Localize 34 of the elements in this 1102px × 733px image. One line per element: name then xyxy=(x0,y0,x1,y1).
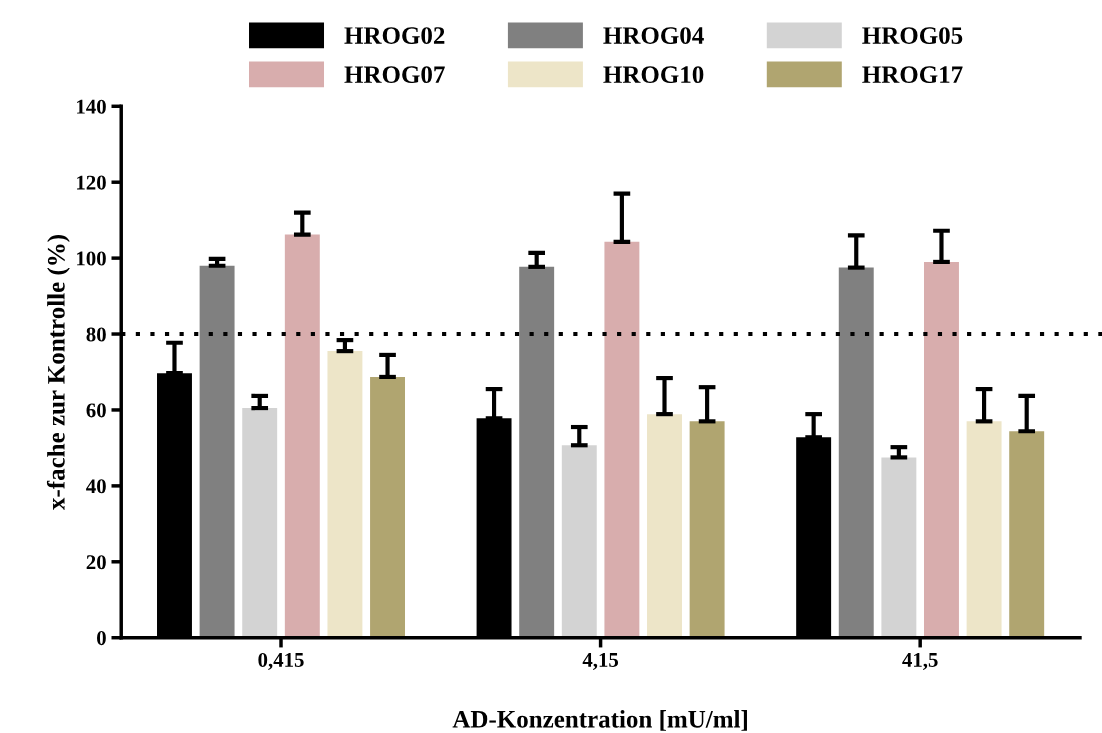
x-tick-label: 4,15 xyxy=(582,653,619,670)
bar xyxy=(924,261,959,638)
bar xyxy=(838,267,874,638)
legend-label: HROG04 xyxy=(603,27,704,44)
x-axis-title: AD-Konzentration [mU/ml] xyxy=(452,710,747,731)
bar xyxy=(519,266,555,638)
bar xyxy=(242,408,278,638)
bar xyxy=(327,351,363,638)
y-tick-label: 20 xyxy=(86,555,106,570)
legend-label: HROG07 xyxy=(344,66,445,84)
legend-label: HROG05 xyxy=(862,27,963,44)
x-tick-label: 0,415 xyxy=(258,652,304,670)
y-tick-label: 100 xyxy=(77,251,106,266)
y-tick-label: 140 xyxy=(77,99,106,114)
y-tick-label: 120 xyxy=(77,175,106,190)
bar xyxy=(689,421,725,638)
bar xyxy=(199,265,235,638)
y-tick-label: 0 xyxy=(97,631,106,646)
legend-label: HROG02 xyxy=(344,27,445,44)
bar xyxy=(1009,431,1045,638)
bar xyxy=(647,414,682,638)
legend-label: HROG17 xyxy=(862,66,963,84)
y-axis-title: x-fache zur Kontrolle (%) xyxy=(46,235,70,510)
x-tick-label: 41,5 xyxy=(902,653,938,670)
y-tick-label: 40 xyxy=(86,479,106,494)
y-tick-label: 80 xyxy=(86,327,106,342)
bar xyxy=(604,241,640,638)
y-tick-label: 60 xyxy=(86,403,106,418)
bar xyxy=(881,457,917,638)
bar xyxy=(966,421,1002,638)
bar xyxy=(370,376,406,638)
bar xyxy=(284,234,320,638)
bar xyxy=(561,445,597,638)
legend-label: HROG10 xyxy=(603,66,704,84)
